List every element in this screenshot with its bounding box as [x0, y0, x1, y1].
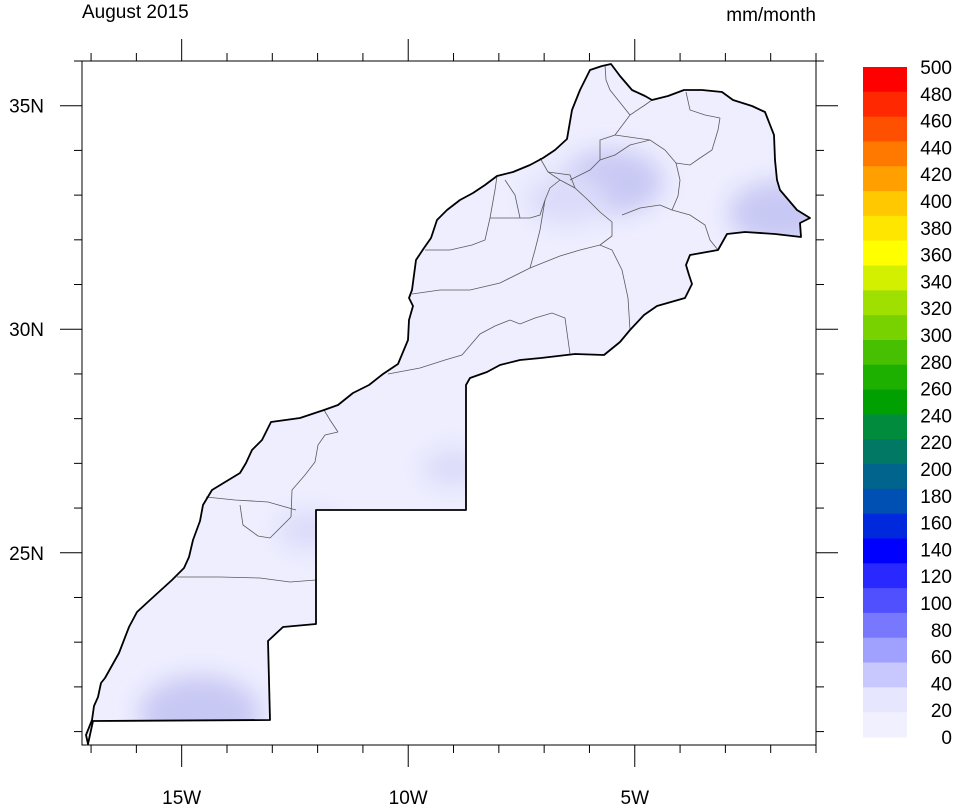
colorbar-label: 420 [920, 165, 952, 186]
colorbar-box [863, 240, 907, 267]
colorbar-label: 260 [920, 380, 952, 401]
colorbar-label: 200 [920, 460, 952, 481]
colorbar-box [863, 141, 907, 167]
colorbar-box [863, 191, 907, 217]
colorbar-label: 240 [920, 406, 952, 427]
colorbar-label: 180 [920, 487, 952, 508]
axis-ticks [60, 39, 838, 767]
colorbar-box [863, 513, 907, 539]
colorbar-box [863, 687, 907, 713]
colorbar-box [863, 612, 907, 639]
colorbar-label: 380 [920, 219, 952, 240]
plot-frame [81, 60, 817, 746]
colorbar-label: 280 [920, 353, 952, 374]
colorbar-box [863, 464, 907, 490]
colorbar-box [863, 414, 907, 440]
map-title: August 2015 [82, 2, 189, 23]
colorbar-labels: 5004804604404204003803603403203002802602… [920, 58, 952, 749]
colorbar-box [863, 116, 907, 142]
colorbar-boxes [863, 67, 907, 738]
colorbar-label: 160 [920, 514, 952, 535]
colorbar-label: 460 [920, 112, 952, 133]
colorbar-label: 320 [920, 299, 952, 320]
x-tick-label: 10W [389, 788, 428, 808]
unit-label: mm/month [726, 5, 816, 26]
colorbar-label: 120 [920, 567, 952, 588]
colorbar-label: 340 [920, 272, 952, 293]
precip-hotspot [525, 173, 609, 226]
y-tick-label: 25N [9, 544, 44, 565]
colorbar-box [863, 488, 907, 515]
colorbar-label: 500 [920, 58, 952, 79]
colorbar-label: 480 [920, 85, 952, 106]
colorbar-box [863, 364, 907, 391]
colorbar-label: 80 [931, 621, 952, 642]
colorbar-label: 60 [931, 648, 952, 669]
x-tick-label: 15W [162, 788, 201, 808]
x-tick-label: 5W [621, 788, 650, 808]
y-tick-label: 30N [9, 320, 44, 341]
colorbar-label: 0 [941, 728, 952, 749]
colorbar-box [863, 166, 907, 192]
colorbar-box [863, 67, 907, 93]
colorbar-box [863, 637, 907, 664]
axis-tick-labels: 15W 10W 5W 25N 30N 35N [9, 97, 649, 808]
colorbar-box [863, 712, 907, 738]
colorbar-label: 40 [931, 674, 952, 695]
colorbar-label: 20 [931, 701, 952, 722]
y-tick-label: 35N [9, 97, 44, 118]
colorbar-box [863, 563, 907, 589]
colorbar-box [863, 215, 907, 242]
colorbar-box [863, 339, 907, 366]
colorbar-label: 140 [920, 540, 952, 561]
colorbar-box [863, 315, 907, 341]
colorbar-box [863, 290, 907, 316]
colorbar-label: 100 [920, 594, 952, 615]
colorbar-box [863, 91, 907, 118]
colorbar-label: 400 [920, 192, 952, 213]
colorbar-box [863, 538, 907, 564]
colorbar-label: 360 [920, 246, 952, 267]
colorbar-label: 220 [920, 433, 952, 454]
colorbar-box [863, 389, 907, 415]
colorbar-box [863, 439, 907, 465]
colorbar-box [863, 265, 907, 291]
region-boundaries [177, 64, 721, 583]
colorbar-label: 440 [920, 138, 952, 159]
colorbar-box [863, 588, 907, 614]
colorbar-label: 300 [920, 326, 952, 347]
colorbar-box [863, 662, 907, 688]
